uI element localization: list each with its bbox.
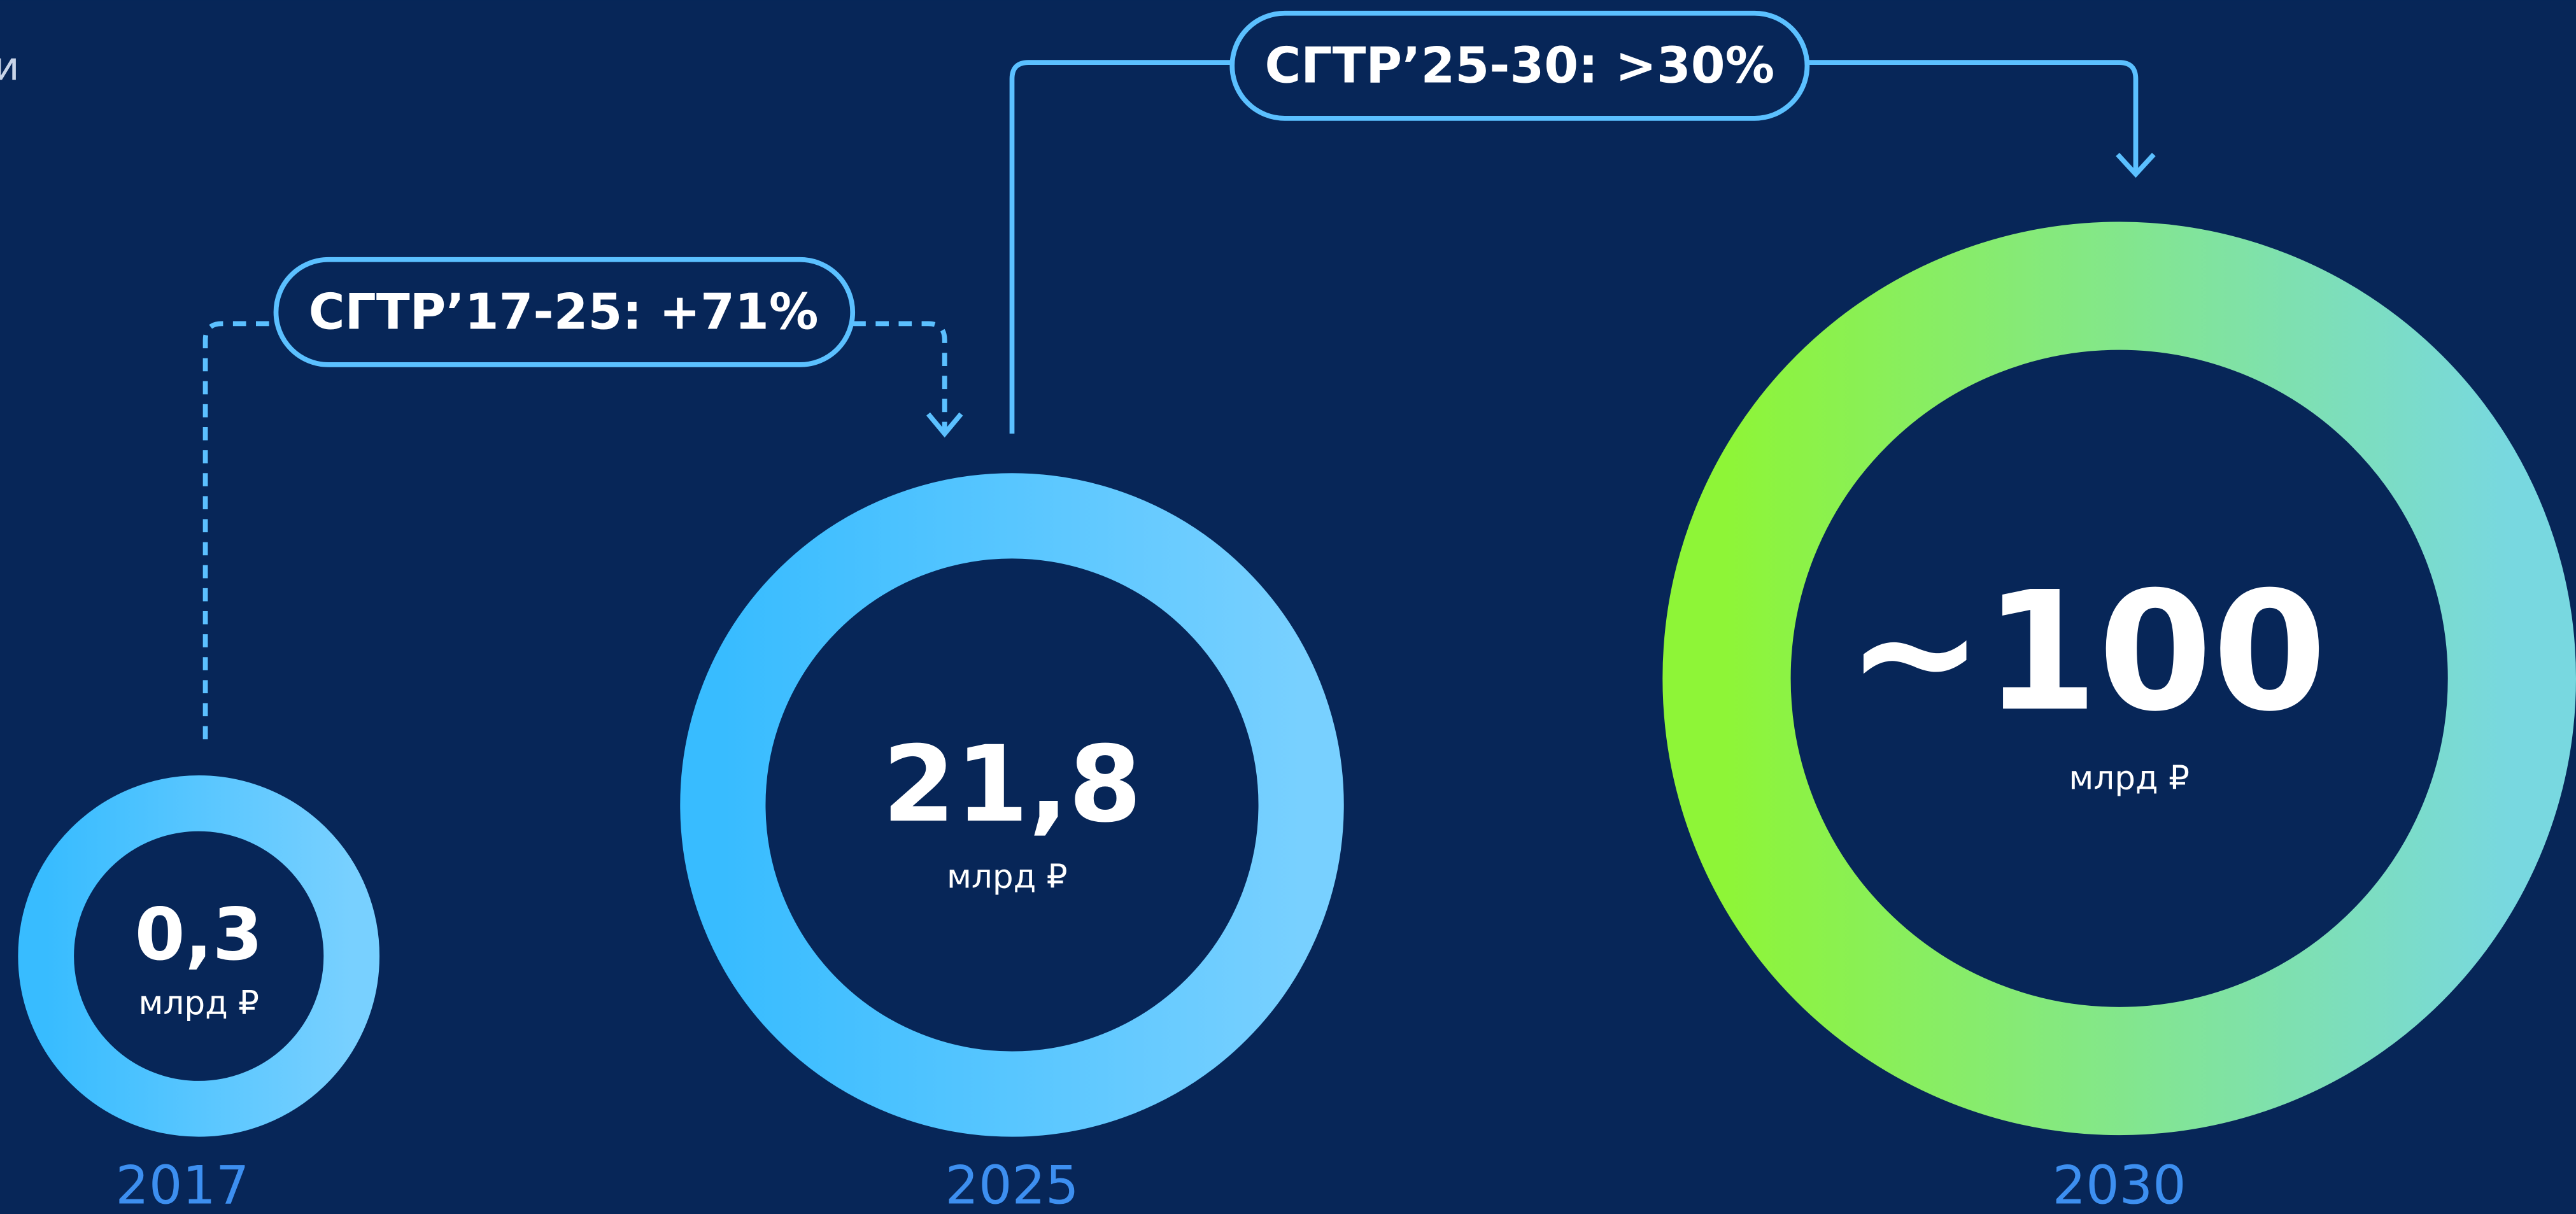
dashed-connector: [853, 321, 947, 431]
growth-label: СГТР’25-30: >30%: [1264, 37, 1774, 94]
ring: [18, 775, 380, 1137]
growth-pill: [1229, 10, 1810, 121]
value: ~100: [1846, 556, 2327, 747]
connectors: [202, 60, 2156, 740]
growth-pill: [273, 257, 856, 367]
connector: [1009, 60, 1233, 434]
connector: [1807, 60, 2139, 174]
unit: млрд ₽: [947, 858, 1068, 896]
value: 21,8: [882, 723, 1142, 845]
year: 2025: [945, 1155, 1079, 1214]
year: 2030: [2053, 1155, 2186, 1214]
ring: [680, 473, 1344, 1137]
ring: [1662, 222, 2576, 1136]
dashed-connector: [202, 321, 276, 740]
arrow-head: [2116, 152, 2156, 178]
unit: млрд ₽: [138, 984, 259, 1022]
year: 2017: [115, 1155, 249, 1214]
arrow-head: [926, 412, 963, 438]
unit: млрд ₽: [2069, 759, 2190, 798]
growth-label: СГТР’17-25: +71%: [309, 283, 819, 341]
corner-text: и: [0, 44, 19, 90]
value: 0,3: [135, 893, 263, 977]
